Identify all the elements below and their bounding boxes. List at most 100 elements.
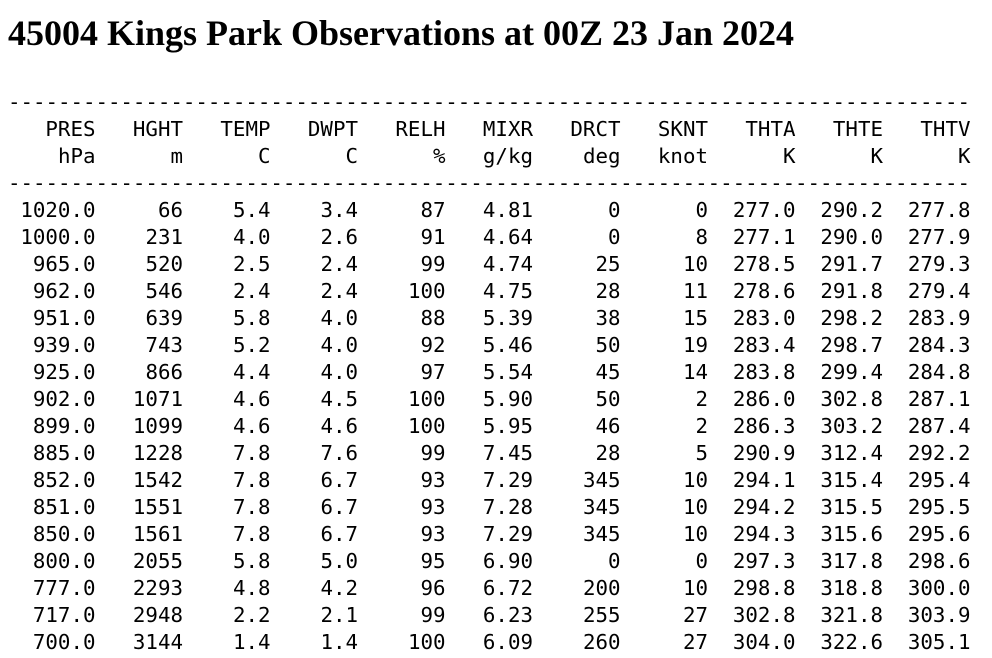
table-cell: 283.8 xyxy=(733,360,796,384)
column-unit: m xyxy=(170,144,183,168)
table-cell: 1.4 xyxy=(320,630,358,654)
table-cell: 318.8 xyxy=(820,576,883,600)
table-cell: 6.72 xyxy=(483,576,533,600)
table-cell: 1228 xyxy=(133,441,183,465)
table-cell: 315.6 xyxy=(820,522,883,546)
column-header: DRCT xyxy=(570,117,621,141)
table-cell: 2.4 xyxy=(233,279,271,303)
table-cell: 1551 xyxy=(133,495,183,519)
table-cell: 7.28 xyxy=(483,495,533,519)
column-header: THTE xyxy=(833,117,883,141)
table-cell: 294.1 xyxy=(733,468,796,492)
table-cell: 962.0 xyxy=(33,279,96,303)
table-cell: 4.75 xyxy=(483,279,533,303)
table-cell: 27 xyxy=(683,630,708,654)
table-cell: 851.0 xyxy=(33,495,96,519)
column-header: SKNT xyxy=(658,117,709,141)
table-cell: 298.2 xyxy=(820,306,883,330)
table-cell: 5.0 xyxy=(320,549,358,573)
table-cell: 283.4 xyxy=(733,333,796,357)
table-cell: 45 xyxy=(595,360,620,384)
column-unit: C xyxy=(345,144,358,168)
table-cell: 277.0 xyxy=(733,198,796,222)
table-cell: 4.81 xyxy=(483,198,533,222)
table-cell: 294.2 xyxy=(733,495,796,519)
table-cell: 96 xyxy=(420,576,445,600)
table-cell: 88 xyxy=(420,306,445,330)
table-cell: 200 xyxy=(583,576,621,600)
table-cell: 520 xyxy=(145,252,183,276)
table-cell: 15 xyxy=(683,306,708,330)
table-cell: 345 xyxy=(583,522,621,546)
table-cell: 4.0 xyxy=(320,306,358,330)
table-cell: 298.8 xyxy=(733,576,796,600)
table-cell: 5.8 xyxy=(233,306,271,330)
table-cell: 19 xyxy=(683,333,708,357)
table-cell: 700.0 xyxy=(33,630,96,654)
table-cell: 639 xyxy=(145,306,183,330)
table-cell: 291.8 xyxy=(820,279,883,303)
table-cell: 291.7 xyxy=(820,252,883,276)
table-cell: 93 xyxy=(420,522,445,546)
table-cell: 2293 xyxy=(133,576,183,600)
table-cell: 7.29 xyxy=(483,468,533,492)
table-cell: 286.3 xyxy=(733,414,796,438)
table-cell: 10 xyxy=(683,252,708,276)
table-cell: 885.0 xyxy=(33,441,96,465)
table-cell: 87 xyxy=(420,198,445,222)
table-cell: 46 xyxy=(595,414,620,438)
table-cell: 6.7 xyxy=(320,522,358,546)
table-cell: 321.8 xyxy=(820,603,883,627)
table-cell: 303.2 xyxy=(820,414,883,438)
table-cell: 852.0 xyxy=(33,468,96,492)
table-cell: 0 xyxy=(608,198,621,222)
table-cell: 317.8 xyxy=(820,549,883,573)
table-cell: 294.3 xyxy=(733,522,796,546)
table-cell: 277.1 xyxy=(733,225,796,249)
table-cell: 93 xyxy=(420,495,445,519)
table-cell: 100 xyxy=(408,414,446,438)
table-cell: 345 xyxy=(583,495,621,519)
table-cell: 302.8 xyxy=(733,603,796,627)
table-cell: 25 xyxy=(595,252,620,276)
table-cell: 99 xyxy=(420,603,445,627)
table-cell: 312.4 xyxy=(820,441,883,465)
table-cell: 1000.0 xyxy=(20,225,95,249)
table-cell: 2055 xyxy=(133,549,183,573)
table-cell: 1.4 xyxy=(233,630,271,654)
table-cell: 100 xyxy=(408,279,446,303)
table-cell: 5.54 xyxy=(483,360,533,384)
table-cell: 7.8 xyxy=(233,522,271,546)
table-cell: 278.6 xyxy=(733,279,796,303)
table-cell: 1561 xyxy=(133,522,183,546)
table-cell: 6.7 xyxy=(320,468,358,492)
column-unit: g/kg xyxy=(483,144,533,168)
table-cell: 99 xyxy=(420,252,445,276)
page-title: 45004 Kings Park Observations at 00Z 23 … xyxy=(8,13,794,53)
table-cell: 100 xyxy=(408,630,446,654)
table-cell: 3.4 xyxy=(320,198,358,222)
table-cell: 5.90 xyxy=(483,387,533,411)
table-cell: 284.3 xyxy=(908,333,971,357)
table-cell: 6.23 xyxy=(483,603,533,627)
table-cell: 0 xyxy=(608,549,621,573)
table-cell: 322.6 xyxy=(820,630,883,654)
table-cell: 5.39 xyxy=(483,306,533,330)
table-cell: 100 xyxy=(408,387,446,411)
table-cell: 99 xyxy=(420,441,445,465)
table-cell: 850.0 xyxy=(33,522,96,546)
table-cell: 28 xyxy=(595,279,620,303)
table-cell: 277.9 xyxy=(908,225,971,249)
table-cell: 777.0 xyxy=(33,576,96,600)
column-unit: % xyxy=(433,144,446,168)
column-unit: knot xyxy=(658,144,708,168)
table-cell: 10 xyxy=(683,576,708,600)
table-cell: 866 xyxy=(145,360,183,384)
table-cell: 300.0 xyxy=(908,576,971,600)
table-cell: 286.0 xyxy=(733,387,796,411)
table-cell: 10 xyxy=(683,495,708,519)
table-cell: 5.46 xyxy=(483,333,533,357)
table-cell: 93 xyxy=(420,468,445,492)
table-cell: 965.0 xyxy=(33,252,96,276)
table-cell: 50 xyxy=(595,387,620,411)
